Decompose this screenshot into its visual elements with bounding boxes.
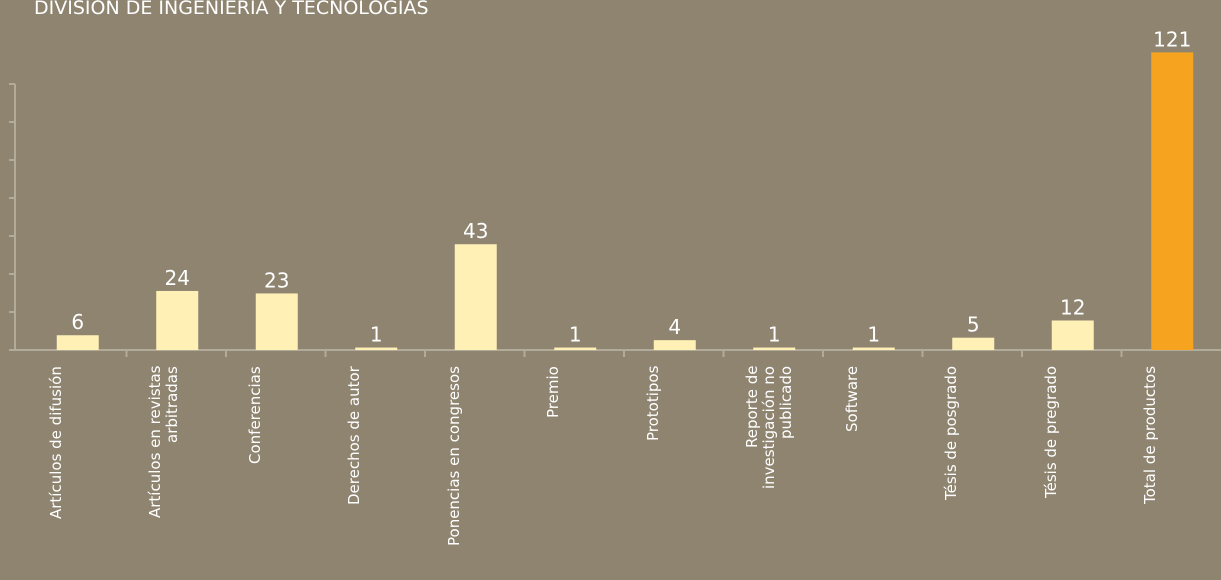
- x-tick-label: Premio: [544, 366, 563, 418]
- bar: [355, 347, 398, 350]
- value-label: 4: [668, 315, 681, 339]
- bar: [255, 293, 298, 350]
- bar: [56, 335, 99, 350]
- value-label: 1: [768, 323, 781, 347]
- bar: [454, 244, 497, 350]
- value-label: 5: [967, 313, 980, 337]
- chart-title: DIVISIÓN DE INGENIERÍA Y TECNOLOGÍAS: [34, 0, 429, 19]
- value-label: 1: [867, 323, 880, 347]
- value-label: 43: [463, 219, 488, 243]
- x-tick-label: Reporte de investigación no publicado: [743, 366, 796, 489]
- value-label: 1: [370, 323, 383, 347]
- value-label: 121: [1153, 27, 1191, 51]
- bar: [1151, 52, 1194, 351]
- x-tick-label: Artículos en revistas arbitradas: [146, 366, 182, 519]
- bar: [952, 337, 995, 350]
- value-label: 24: [165, 266, 190, 290]
- x-tick-label: Tésis de posgrado: [942, 366, 961, 501]
- x-tick-label: Total de productos: [1141, 366, 1160, 505]
- bar: [156, 290, 199, 350]
- x-tick-label: Prototipos: [643, 366, 662, 442]
- x-tick-label: Ponencias en congresos: [444, 366, 463, 546]
- bar: [1051, 320, 1094, 350]
- value-label: 12: [1060, 295, 1085, 319]
- x-tick-label: Artículos de difusión: [46, 366, 65, 519]
- value-label: 23: [264, 268, 289, 292]
- x-tick-label: Tésis de pregrado: [1041, 366, 1060, 499]
- bar: [653, 340, 696, 350]
- value-label: 1: [569, 323, 582, 347]
- bar: [554, 347, 597, 350]
- bar: [852, 347, 895, 350]
- value-label: 6: [71, 310, 84, 334]
- x-tick-label: Conferencias: [245, 366, 264, 464]
- x-tick-label: Derechos de autor: [345, 366, 364, 505]
- x-tick-label: Software: [842, 366, 861, 433]
- bar: [753, 347, 796, 350]
